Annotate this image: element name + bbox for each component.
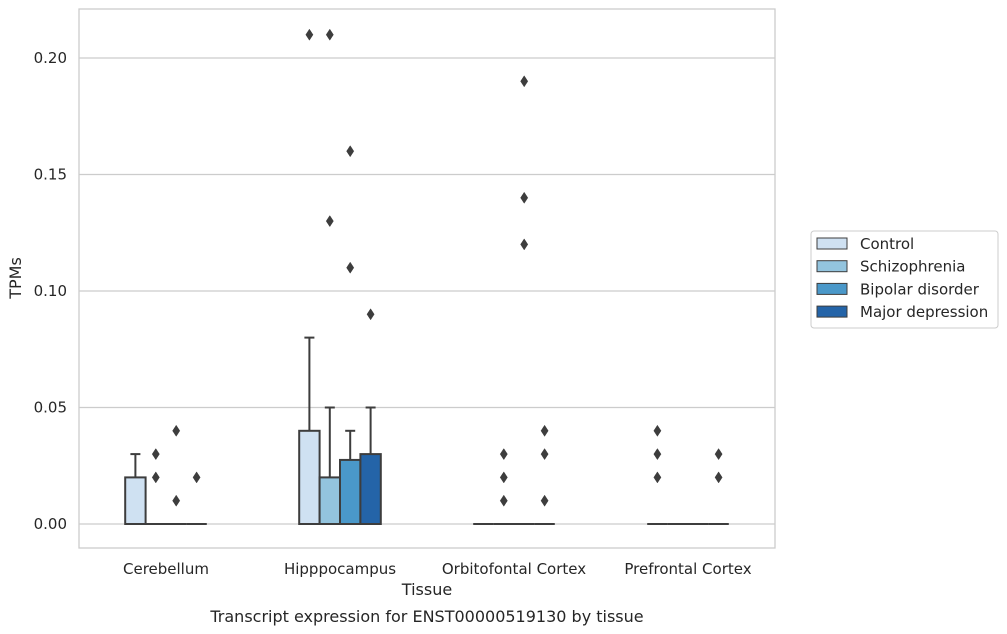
outlier-point (714, 448, 723, 461)
outlier-point (172, 494, 181, 507)
box-group (186, 471, 207, 525)
y-tick-label: 0.00 (34, 515, 67, 533)
outlier-point (305, 28, 314, 41)
outlier-point (653, 424, 662, 437)
outlier-point (151, 471, 160, 484)
legend-label: Major depression (860, 303, 988, 321)
x-tick-label: Orbitofontal Cortex (442, 560, 586, 578)
x-tick-label: Cerebellum (123, 560, 209, 578)
box-group (318, 28, 342, 525)
outlier-point (714, 471, 723, 484)
outlier-point (499, 448, 508, 461)
outlier-point (192, 471, 201, 484)
outlier-point (346, 145, 355, 158)
x-tick-label: Prefrontal Cortex (624, 560, 751, 578)
outlier-point (520, 191, 529, 204)
box-group (359, 308, 382, 526)
box (318, 476, 342, 525)
box (339, 458, 362, 525)
outlier-point (499, 494, 508, 507)
outlier-point (520, 238, 529, 251)
outlier-point (499, 471, 508, 484)
outlier-point (151, 448, 160, 461)
legend-label: Schizophrenia (860, 258, 965, 276)
outlier-point (325, 28, 334, 41)
box-group (298, 28, 321, 525)
outlier-point (366, 308, 375, 321)
outlier-point (653, 471, 662, 484)
chart-marks (124, 28, 729, 526)
box-group (708, 448, 729, 525)
box-group (514, 75, 535, 525)
outlier-point (346, 261, 355, 274)
box-group (124, 453, 147, 525)
outlier-point (540, 424, 549, 437)
outlier-point (653, 448, 662, 461)
box (124, 476, 147, 525)
outlier-point (520, 75, 529, 88)
box (359, 453, 382, 526)
plot-frame (78, 8, 776, 549)
box-group (339, 145, 362, 525)
legend-swatch (816, 260, 848, 273)
legend-swatch (816, 282, 848, 295)
legend: Control Schizophrenia Bipolar disorder Majo… (810, 230, 999, 329)
legend-label: Control (860, 235, 914, 253)
box-group (647, 424, 668, 525)
y-axis-ticks: 0.00 0.05 0.10 0.15 0.20 (34, 49, 67, 533)
y-axis-label: TPMs (6, 257, 25, 300)
box-group (534, 424, 555, 525)
box-group (145, 448, 166, 525)
x-axis-label: Tissue (401, 580, 452, 599)
legend-frame (810, 230, 999, 329)
y-tick-label: 0.10 (34, 282, 67, 300)
legend-swatch (816, 305, 848, 318)
grid-lines (79, 57, 775, 525)
y-tick-label: 0.20 (34, 49, 67, 67)
box (298, 429, 321, 525)
box-group (493, 448, 514, 525)
x-axis-ticks: Cerebellum Hipppocampus Orbitofontal Corte… (123, 560, 752, 578)
legend-swatch (816, 237, 848, 250)
outlier-point (325, 215, 334, 228)
outlier-point (540, 494, 549, 507)
x-tick-label: Hipppocampus (284, 560, 396, 578)
box-group (166, 424, 187, 525)
y-tick-label: 0.15 (34, 166, 67, 184)
legend-label: Bipolar disorder (860, 280, 980, 298)
chart-caption: Transcript expression for ENST0000051913… (209, 607, 643, 626)
outlier-point (172, 424, 181, 437)
outlier-point (540, 448, 549, 461)
y-tick-label: 0.05 (34, 399, 67, 417)
